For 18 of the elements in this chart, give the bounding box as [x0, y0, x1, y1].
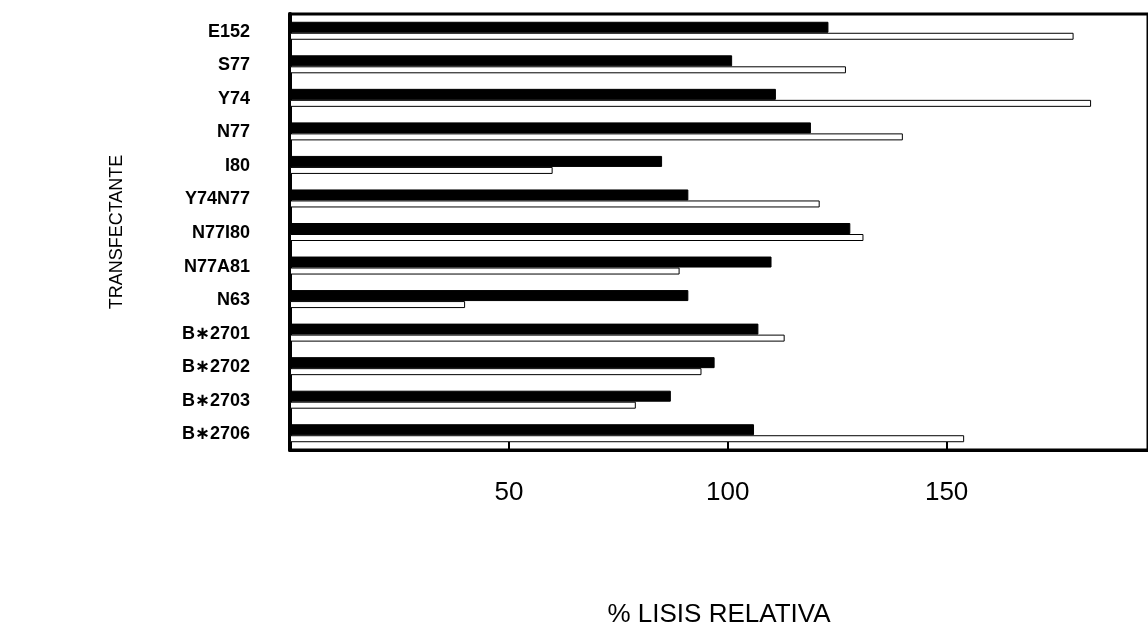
x-tick-label: 150 — [924, 476, 969, 506]
y-tick-label: N63 — [216, 289, 250, 310]
y-tick-label: B∗2702 — [181, 356, 250, 377]
y-tick-label: S77 — [217, 54, 250, 75]
y-tick-label: B∗2706 — [181, 423, 250, 444]
x-axis-title: % LISIS RELATIVA — [607, 598, 832, 628]
y-tick-label: Y74 — [217, 87, 250, 108]
y-tick-label: N77A81 — [183, 255, 250, 276]
y-tick-label: N77 — [216, 121, 250, 142]
y-axis-title: TRANSFECTANTE — [106, 154, 126, 310]
x-tick-label: 100 — [706, 476, 750, 506]
y-tick-label: B∗2703 — [181, 389, 250, 410]
x-tick-label: 50 — [494, 476, 524, 506]
y-tick-label: I80 — [224, 154, 250, 175]
y-tick-label: Y74N77 — [184, 188, 250, 209]
y-tick-label: N77I80 — [191, 222, 250, 242]
y-tick-label: B∗2701 — [181, 322, 250, 343]
y-tick-label: E152 — [207, 20, 250, 41]
